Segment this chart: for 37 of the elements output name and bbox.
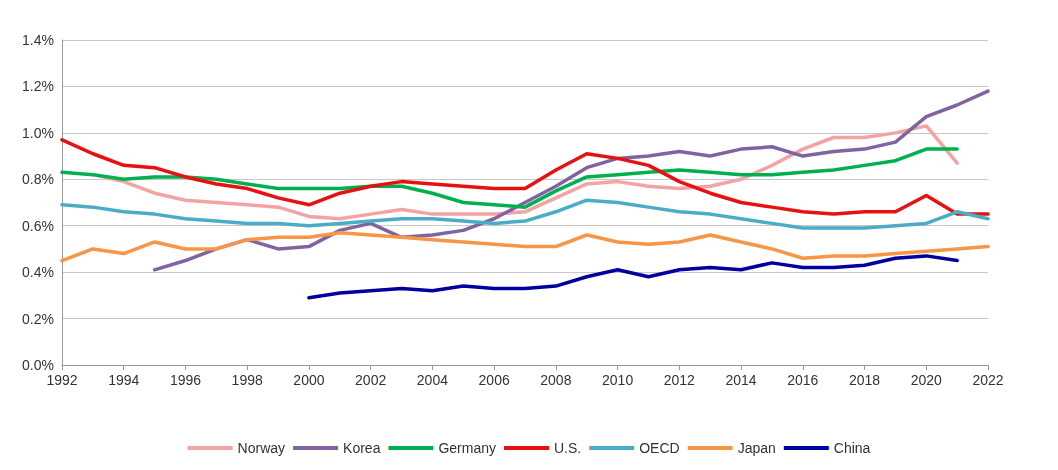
x-tick-label: 1992 — [46, 372, 78, 388]
x-tick-label: 2016 — [787, 372, 819, 388]
y-tick-label: 0.8% — [22, 171, 54, 188]
legend-label: Japan — [737, 440, 776, 456]
line-series — [60, 230, 990, 263]
y-tick-label: 0.2% — [22, 310, 54, 327]
x-tick-label: 1994 — [108, 372, 140, 388]
x-tick-label: 2010 — [602, 372, 634, 388]
x-tick-label: 2022 — [972, 372, 1004, 388]
x-tick-label: 2012 — [663, 372, 696, 388]
legend-label: Norway — [237, 440, 286, 456]
x-tick-label: 1998 — [231, 372, 263, 388]
legend-label: OECD — [639, 440, 680, 456]
legend-label: Germany — [438, 440, 496, 456]
legend-label: U.S. — [553, 440, 582, 456]
line-series — [60, 138, 990, 216]
line-series — [91, 124, 959, 221]
line-series — [60, 147, 959, 209]
x-tick-label: 2014 — [725, 372, 757, 388]
y-tick-label: 0.6% — [22, 217, 54, 234]
y-tick-label: 0.4% — [22, 264, 54, 281]
line-series — [60, 198, 990, 230]
x-tick-label: 2000 — [293, 372, 325, 388]
y-tick-label: 1.4% — [22, 32, 54, 48]
y-tick-label: 1.0% — [22, 124, 54, 141]
x-tick-label: 2020 — [910, 372, 943, 388]
x-tick-label: 2006 — [478, 372, 510, 388]
legend-label: Korea — [343, 440, 381, 456]
x-tick-label: 2002 — [355, 372, 387, 388]
x-tick-label: 2008 — [540, 372, 572, 388]
y-tick-label: 0.0% — [22, 357, 54, 373]
x-tick-label: 1996 — [169, 372, 202, 388]
y-tick-label: 1.2% — [22, 78, 54, 95]
legend-label: China — [833, 440, 871, 456]
x-tick-label: 2004 — [416, 372, 449, 388]
line-series — [307, 254, 959, 300]
x-tick-label: 2018 — [848, 372, 881, 388]
